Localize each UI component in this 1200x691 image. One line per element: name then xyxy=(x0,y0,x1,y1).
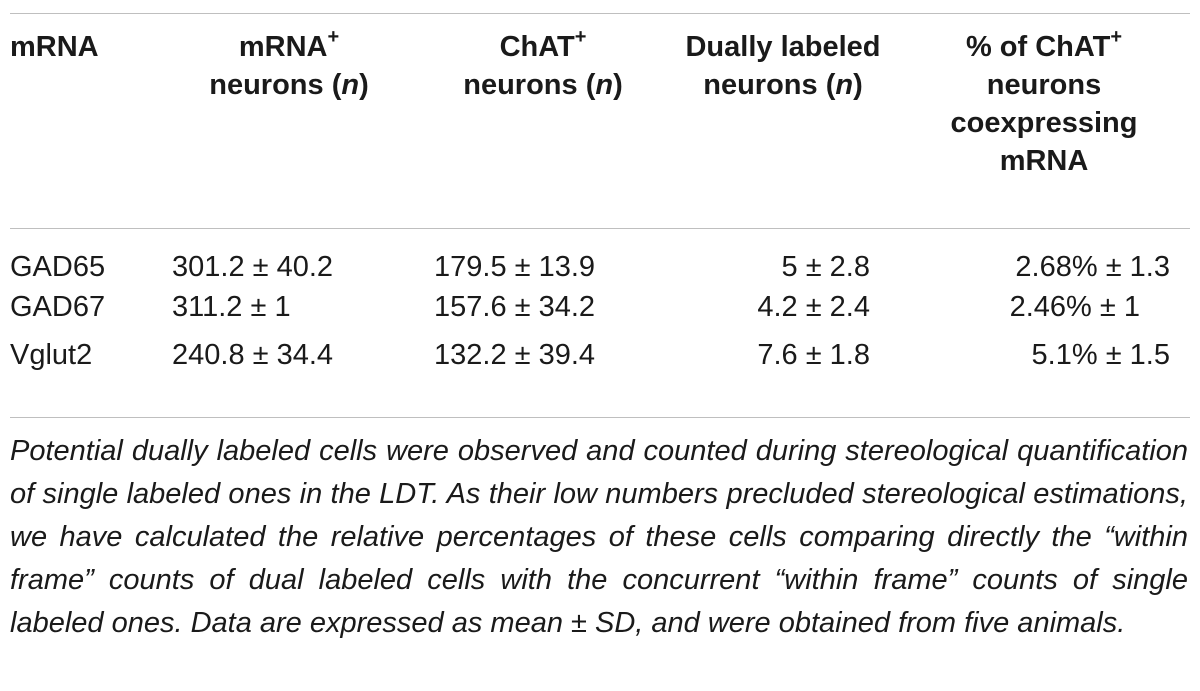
header-chat-positive-neurons: ChAT+ neurons (n) xyxy=(463,26,623,101)
cell-mrna: GAD67 xyxy=(10,291,106,323)
cell-dual: 5 ± 2.8 xyxy=(781,251,870,283)
header-rule xyxy=(10,228,1190,229)
cell-chat-positive: 132.2 ± 39.4 xyxy=(434,339,596,371)
top-rule xyxy=(10,13,1190,14)
table-row: GAD67 311.2 ± 1 157.6 ± 34.2 4.2 ± 2.4 2… xyxy=(10,288,1190,336)
header-dually-labeled-neurons: Dually labeled neurons (n) xyxy=(685,31,881,101)
header-mrna: mRNA xyxy=(10,31,99,63)
cell-mrna: Vglut2 xyxy=(10,339,93,371)
bottom-rule xyxy=(10,417,1190,418)
cell-percent: 5.1% ± 1.5 xyxy=(1031,339,1170,371)
header-row: mRNA mRNA+ neurons (n) ChAT+ neurons (n)… xyxy=(10,26,1190,228)
data-table: mRNA mRNA+ neurons (n) ChAT+ neurons (n)… xyxy=(10,26,1190,384)
cell-mrna-positive: 301.2 ± 40.2 xyxy=(172,251,334,283)
cell-percent: 2.46% ± 1 xyxy=(1009,291,1140,323)
cell-mrna: GAD65 xyxy=(10,251,106,283)
table-row: GAD65 301.2 ± 40.2 179.5 ± 13.9 5 ± 2.8 … xyxy=(10,228,1190,288)
cell-percent: 2.68% ± 1.3 xyxy=(1015,251,1170,283)
cell-chat-positive: 157.6 ± 34.2 xyxy=(434,291,596,323)
cell-mrna-positive: 240.8 ± 34.4 xyxy=(172,339,334,371)
table-footnote: Potential dually labeled cells were obse… xyxy=(10,435,1188,639)
cell-mrna-positive: 311.2 ± 1 xyxy=(172,291,291,323)
header-percent-coexpressing: % of ChAT+ neurons coexpressing mRNA xyxy=(950,26,1138,177)
cell-dual: 4.2 ± 2.4 xyxy=(757,291,870,323)
header-mrna-positive-neurons: mRNA+ neurons (n) xyxy=(209,26,369,101)
table-row: Vglut2 240.8 ± 34.4 132.2 ± 39.4 7.6 ± 1… xyxy=(10,336,1190,384)
cell-dual: 7.6 ± 1.8 xyxy=(757,339,870,371)
cell-chat-positive: 179.5 ± 13.9 xyxy=(434,251,596,283)
